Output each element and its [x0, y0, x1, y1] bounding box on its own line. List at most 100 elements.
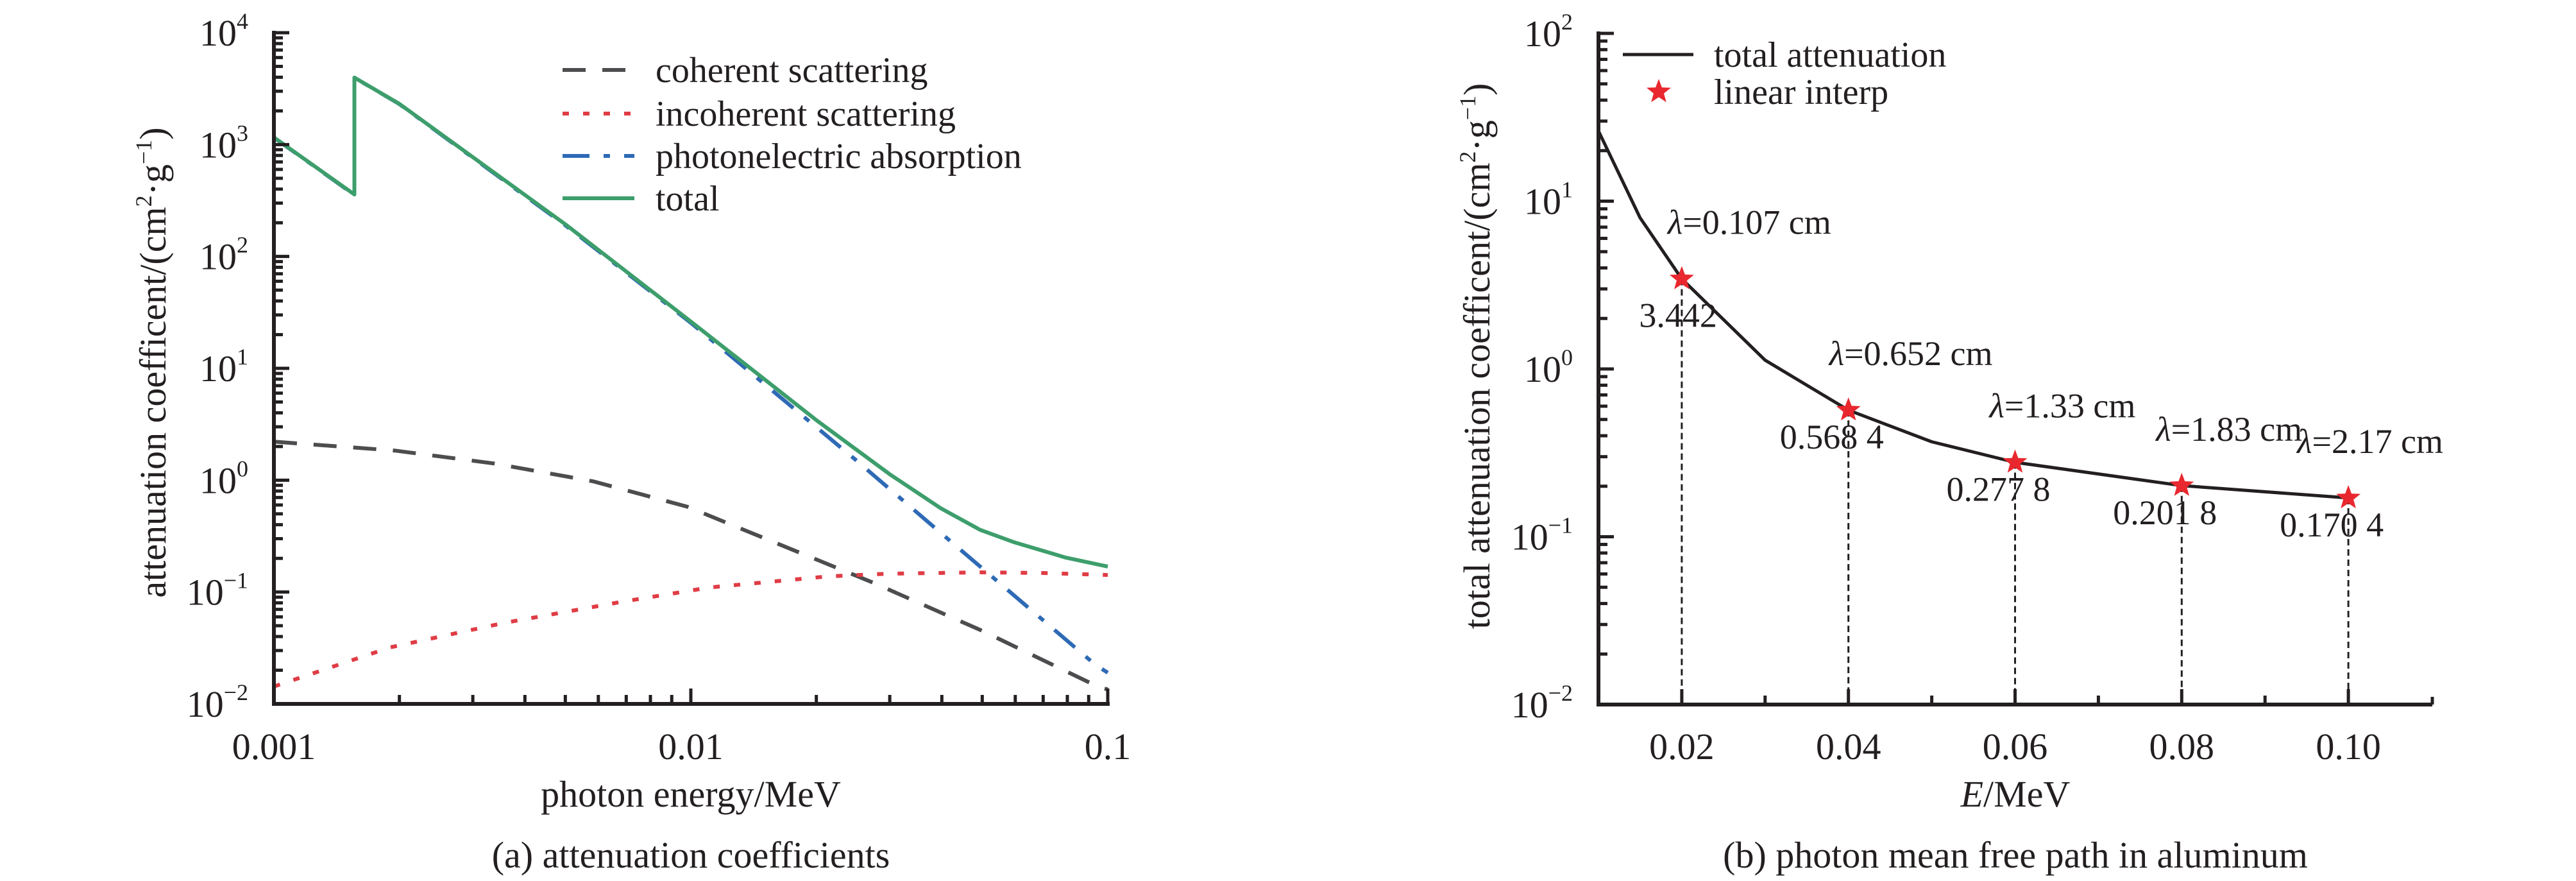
- tick-exponent: 2: [1561, 9, 1573, 35]
- annotation-value-label: 3.442: [1639, 296, 1717, 335]
- panel-b-markers: [1669, 266, 2361, 509]
- panel-b-x-tick-label: 0.04: [1816, 726, 1881, 767]
- annotation-lambda-label: λ=2.17 cm: [2296, 422, 2443, 461]
- panel-b-x-tick-label: 0.06: [1983, 726, 2048, 767]
- lambda-symbol: λ: [1988, 386, 2004, 425]
- annotation-value-label: 0.170 4: [2280, 506, 2384, 544]
- ylabel-mid: ·g: [132, 164, 174, 195]
- tick-base: 10: [187, 572, 224, 613]
- annotation-lambda-label: λ=0.107 cm: [1666, 203, 1831, 242]
- panel-b-x-ticks: 0.02 0.04 0.06 0.08 0.10: [1649, 689, 2381, 767]
- annotation: 0.568 4 λ=0.652 cm: [1780, 334, 1993, 456]
- lambda-symbol: λ: [2296, 422, 2312, 461]
- ylabel-sup2: −1: [1455, 96, 1480, 120]
- ylabel-end: ): [132, 127, 174, 139]
- star-marker: [1836, 397, 1861, 421]
- annotation: 0.277 8 λ=1.33 cm: [1947, 386, 2136, 508]
- tick-base: 10: [199, 236, 237, 278]
- annotation-value-label: 0.201 8: [2113, 493, 2217, 532]
- panel-b-y-tick-label: 100: [1524, 345, 1573, 390]
- legend-label: total: [656, 179, 720, 219]
- legend-item-coherent-scattering: coherent scattering: [563, 51, 928, 90]
- annotation-value-label: 0.277 8: [1947, 470, 2051, 508]
- tick-base: 10: [199, 124, 237, 166]
- tick-exponent: −2: [224, 680, 248, 705]
- tick-exponent: 4: [237, 8, 248, 34]
- tick-exponent: 0: [1561, 345, 1573, 370]
- star-marker: [2336, 485, 2361, 509]
- tick-exponent: 0: [237, 456, 248, 481]
- lambda-value: =1.83 cm: [2171, 410, 2302, 449]
- annotation: 0.170 4 λ=2.17 cm: [2280, 422, 2443, 544]
- legend-label: linear interp: [1714, 73, 1888, 112]
- ylabel-base: attenuation coefficent/(cm: [132, 207, 174, 597]
- tick-base: 10: [1524, 348, 1561, 390]
- panel-a-y-tick-label: 103: [199, 120, 248, 166]
- legend-label: coherent scattering: [656, 51, 928, 90]
- tick-exponent: 2: [237, 232, 248, 258]
- lambda-value: =0.652 cm: [1844, 334, 1992, 373]
- tick-exponent: −1: [1548, 513, 1573, 538]
- legend-item-photonelectric-absorption: photonelectric absorption: [563, 137, 1022, 176]
- ylabel-sup2: −1: [131, 140, 157, 164]
- ylabel-base: total attenuation coefficent/(cm: [1456, 163, 1498, 629]
- ylabel-mid: ·g: [1456, 120, 1498, 151]
- annotation-lambda-label: λ=0.652 cm: [1828, 334, 1993, 373]
- annotation-lambda-label: λ=1.83 cm: [2155, 410, 2302, 449]
- tick-exponent: 3: [237, 120, 248, 146]
- panel-a-y-tick-label: 10−2: [187, 680, 248, 725]
- ylabel-sup1: 2: [1455, 151, 1480, 163]
- tick-base: 10: [187, 683, 224, 725]
- tick-base: 10: [199, 459, 237, 501]
- panel-a-x-tick-label: 0.01: [658, 726, 724, 767]
- series-total: [273, 75, 1108, 569]
- tick-exponent: −1: [224, 568, 248, 594]
- panel-b-drop-lines: [1681, 278, 2350, 705]
- tick-exponent: 1: [1561, 177, 1573, 203]
- legend-item-total-attenuation: total attenuation: [1623, 35, 1946, 75]
- series-coherent-scattering: [273, 440, 1108, 692]
- ylabel-sup1: 2: [131, 195, 157, 207]
- panel-b-x-axis-title: E/MeV: [1960, 773, 2071, 815]
- lambda-symbol: λ: [2155, 410, 2171, 449]
- annotation: 0.201 8 λ=1.83 cm: [2113, 410, 2302, 532]
- panel-b-y-axis-title: total attenuation coefficent/(cm2·g−1): [1455, 83, 1498, 629]
- legend-star-swatch: [1647, 79, 1671, 103]
- legend-label: incoherent scattering: [656, 94, 956, 134]
- panel-a-x-tick-label: 0.1: [1085, 726, 1131, 767]
- xlabel-rest: /MeV: [1983, 773, 2070, 815]
- tick-base: 10: [199, 348, 237, 389]
- annotation-lambda-label: λ=1.33 cm: [1988, 386, 2136, 425]
- tick-base: 10: [1524, 13, 1561, 55]
- panel-a-y-tick-label: 101: [199, 344, 248, 389]
- panel-a-caption: (a) attenuation coefficients: [492, 834, 890, 876]
- annotation: 3.442 λ=0.107 cm: [1639, 203, 1831, 335]
- panel-b-y-tick-label: 10−1: [1511, 513, 1573, 558]
- lambda-value: =1.33 cm: [2004, 386, 2135, 425]
- series-incoherent-scattering: [273, 570, 1108, 689]
- series-photonelectric-absorption: [273, 76, 1109, 674]
- panel-a-x-axis-title: photon energy/MeV: [541, 773, 841, 815]
- panel-a-x-tick-label: 0.001: [232, 726, 316, 767]
- panel-a-y-axis-title: attenuation coefficent/(cm2·g−1): [131, 127, 174, 597]
- panel-b-x-tick-label: 0.10: [2316, 726, 2381, 767]
- panel-a-x-ticks: 0.001 0.01 0.1: [232, 689, 1131, 767]
- panel-b-y-tick-label: 10−2: [1511, 680, 1573, 726]
- legend-item-incoherent-scattering: incoherent scattering: [563, 94, 956, 134]
- legend-label: total attenuation: [1714, 35, 1946, 75]
- panel-a-y-tick-label: 102: [199, 232, 248, 278]
- tick-base: 10: [1524, 181, 1561, 223]
- panel-b-caption: (b) photon mean free path in aluminum: [1723, 834, 2308, 876]
- panel-a-y-tick-label: 104: [199, 8, 248, 54]
- tick-base: 10: [1511, 517, 1548, 558]
- lambda-value: =0.107 cm: [1682, 203, 1831, 242]
- panel-a-y-tick-label: 100: [199, 456, 248, 501]
- legend-item-total: total: [563, 179, 720, 219]
- tick-base: 10: [199, 12, 237, 54]
- xlabel-italic: E: [1960, 773, 1983, 815]
- panel-b-y-tick-label: 102: [1524, 9, 1573, 55]
